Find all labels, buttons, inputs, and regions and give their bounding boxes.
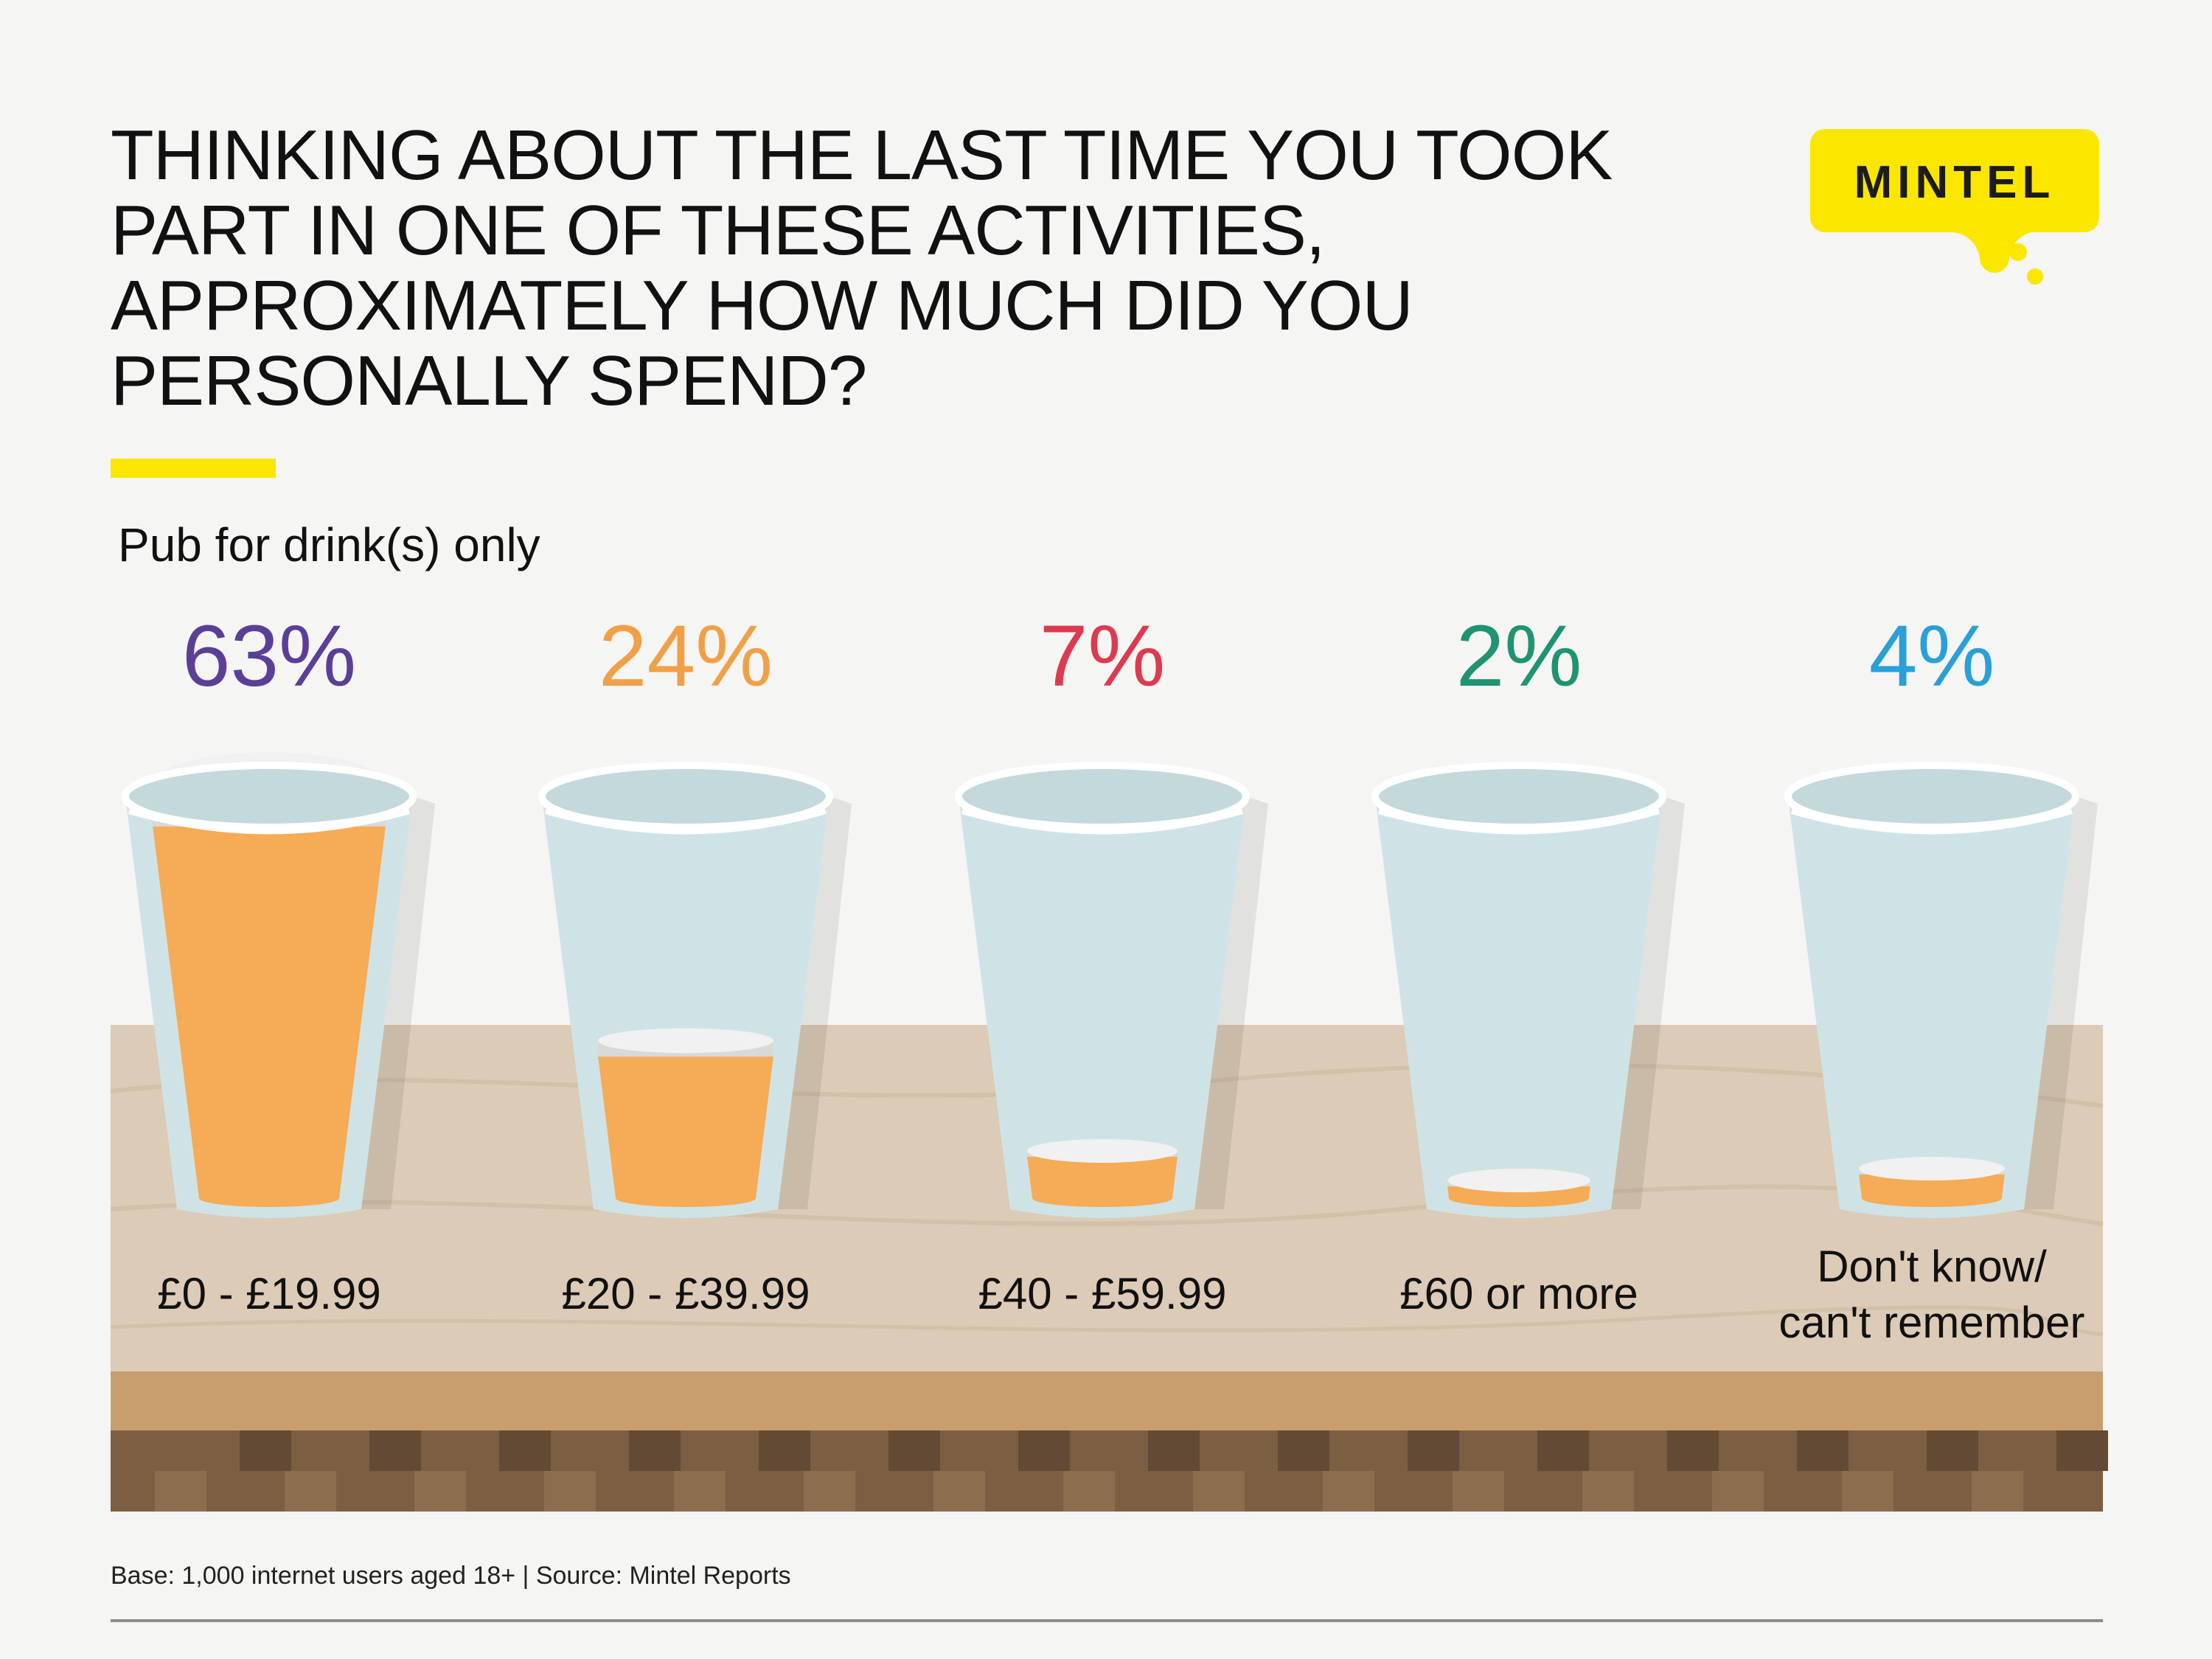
table-block	[1537, 1430, 1589, 1471]
glass-body	[1375, 796, 1663, 1209]
table-block	[1323, 1471, 1374, 1512]
value-label: 7%	[1040, 608, 1166, 705]
table-block	[240, 1430, 291, 1471]
title-underline	[111, 459, 276, 478]
table-block	[544, 1471, 596, 1512]
table-block	[1582, 1471, 1634, 1512]
value-label: 24%	[599, 608, 773, 705]
glass-5	[1784, 762, 2098, 1218]
glass-rim-line	[128, 808, 411, 835]
glass-rim-line	[544, 808, 827, 835]
table-block	[499, 1430, 551, 1471]
chart-subtitle: Pub for drink(s) only	[118, 518, 540, 571]
table-block	[369, 1430, 421, 1471]
category-label: £0 - £19.99	[157, 1269, 381, 1318]
category-label: £40 - £59.99	[978, 1269, 1227, 1318]
table-block	[1712, 1471, 1764, 1512]
category-label: £20 - £39.99	[562, 1269, 810, 1318]
table-block	[1927, 1430, 1978, 1471]
glass-shadow	[2024, 796, 2098, 1209]
glass-shadow	[361, 796, 435, 1209]
glass-body	[1788, 796, 2076, 1209]
glass-rim-line	[1377, 808, 1660, 835]
value-label: 2%	[1456, 608, 1582, 705]
glass-1	[122, 752, 435, 1218]
glass-body	[959, 796, 1246, 1209]
mintel-logo-text: MINTEL	[1854, 157, 2056, 208]
foam-top	[1859, 1157, 2005, 1180]
glass-shadow	[1194, 796, 1268, 1209]
table-block	[674, 1471, 726, 1512]
foam-top	[598, 1028, 773, 1054]
glass-rim	[538, 762, 833, 831]
bottom-rule	[111, 1619, 2103, 1622]
beer-bottom	[616, 1189, 756, 1207]
category-label: can't remember	[1779, 1298, 2085, 1347]
beer-bottom	[1032, 1189, 1172, 1207]
table-block	[1972, 1471, 2023, 1512]
beer-bottom	[1449, 1189, 1589, 1207]
table-block	[2056, 1430, 2108, 1471]
glass-2	[538, 762, 852, 1218]
glass-rim	[122, 762, 417, 831]
glass-rim	[955, 762, 1250, 831]
table-block	[1148, 1430, 1200, 1471]
table-block	[1797, 1430, 1848, 1471]
source-note: Base: 1,000 internet users aged 18+ | So…	[111, 1562, 791, 1590]
table-block	[759, 1430, 810, 1471]
beer-fill	[1027, 1157, 1178, 1198]
table-block	[1408, 1430, 1459, 1471]
table-block	[888, 1430, 940, 1471]
glass-rim-line	[961, 808, 1244, 835]
foam-top	[1447, 1169, 1590, 1192]
table-side-pattern	[155, 1430, 2108, 1512]
beer-fill	[153, 827, 386, 1198]
table-block	[1018, 1430, 1070, 1471]
table-block	[1667, 1430, 1719, 1471]
table-block	[933, 1471, 985, 1512]
foam-top	[1027, 1139, 1178, 1163]
table-block	[1193, 1471, 1245, 1512]
mintel-logo	[1810, 129, 2099, 285]
table-block	[1278, 1430, 1329, 1471]
glass-base	[1840, 1209, 2024, 1218]
table-block	[1063, 1471, 1115, 1512]
glass-base	[177, 1209, 361, 1218]
table-edge	[111, 1371, 2103, 1430]
value-label: 63%	[182, 608, 356, 705]
category-label: Don't know/	[1817, 1242, 2047, 1291]
beer-fill	[598, 1057, 773, 1198]
category-label: £60 or more	[1399, 1269, 1638, 1318]
beer-bottom	[199, 1189, 339, 1207]
table-block	[629, 1430, 681, 1471]
glasses-group	[122, 752, 2098, 1218]
glass-shadow	[1611, 796, 1685, 1209]
table-block	[804, 1471, 855, 1512]
value-label: 4%	[1869, 608, 1995, 705]
wood-grain	[110, 1305, 2104, 1337]
glass-base	[1427, 1209, 1611, 1218]
table-block	[1842, 1471, 1893, 1512]
glass-3	[955, 762, 1268, 1218]
table-block	[155, 1471, 206, 1512]
beer-bottom	[1862, 1189, 2002, 1207]
glass-base	[1010, 1209, 1194, 1218]
table-block	[414, 1471, 466, 1512]
table-block	[285, 1471, 336, 1512]
glass-rim	[1784, 762, 2079, 831]
glass-rim	[1371, 762, 1666, 831]
table-block	[1453, 1471, 1504, 1512]
page-title: THINKING ABOUT THE LAST TIME YOU TOOK PA…	[111, 116, 1613, 420]
glass-4	[1371, 762, 1685, 1218]
glass-shadow	[778, 796, 852, 1209]
glass-base	[594, 1209, 778, 1218]
labels-group: 63% £0 - £19.99 24% £20 - £39.99 7% £40 - £59…	[157, 608, 2084, 1347]
glass-rim-line	[1790, 808, 2073, 835]
